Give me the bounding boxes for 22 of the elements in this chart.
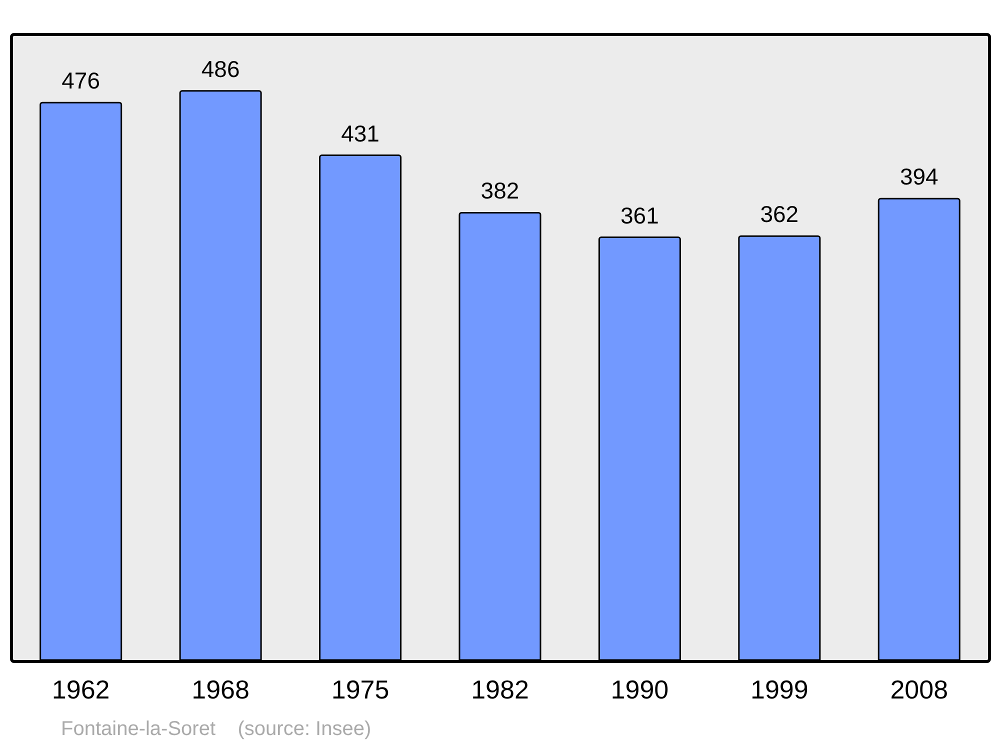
bar: [598, 236, 681, 660]
x-tick-label: 1962: [52, 674, 110, 704]
bar: [458, 212, 542, 660]
x-tick-label: 1999: [750, 674, 808, 704]
data-label: 382: [480, 178, 520, 204]
bar: [40, 102, 122, 660]
x-tick-label: 1990: [610, 674, 669, 704]
x-tick-label: 2008: [890, 674, 948, 704]
x-tick-label: 1982: [471, 674, 529, 704]
text: Fontaine-la-Soret (source: Insee): [61, 718, 372, 741]
x-tick-label: 1968: [192, 674, 250, 704]
bar: [738, 235, 821, 660]
x-tick-label: 1975: [331, 674, 390, 704]
data-label: 476: [62, 68, 100, 94]
bar: [319, 154, 402, 660]
data-label: 486: [201, 56, 240, 82]
bar: [179, 90, 262, 660]
data-label: 361: [620, 202, 659, 228]
bar: [878, 198, 960, 660]
data-label: 394: [900, 164, 939, 190]
data-label: 362: [760, 201, 799, 228]
data-label: 431: [341, 120, 380, 146]
